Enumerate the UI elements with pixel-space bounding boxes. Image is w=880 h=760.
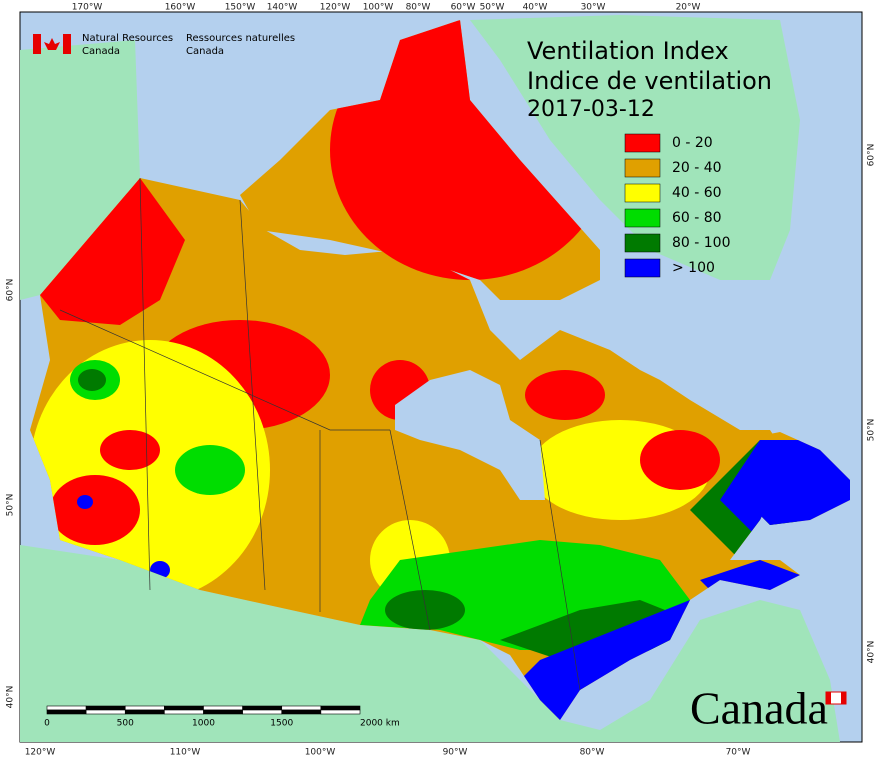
legend-label: 20 - 40 bbox=[672, 160, 722, 176]
legend-swatch bbox=[624, 158, 661, 178]
graticule-label: 30°W bbox=[581, 3, 606, 13]
graticule-label: 50°N bbox=[6, 494, 16, 517]
scale-segment bbox=[124, 705, 165, 711]
united-states bbox=[20, 545, 840, 742]
legend-swatch bbox=[624, 258, 661, 278]
department: Canada bbox=[82, 46, 120, 57]
graticule-label: 20°W bbox=[676, 3, 701, 13]
flag-bar bbox=[841, 692, 846, 704]
border bbox=[139, 177, 151, 591]
department: Canada bbox=[186, 46, 224, 57]
wordmark: Canada bbox=[690, 683, 828, 734]
scale-segment bbox=[320, 705, 361, 711]
graticule-label: 60°N bbox=[867, 144, 877, 167]
graticule-label: 150°W bbox=[225, 3, 256, 13]
graticule-label: 40°N bbox=[867, 641, 877, 664]
flag-bar bbox=[33, 34, 41, 54]
scale-label: 0 bbox=[44, 719, 50, 729]
border bbox=[239, 199, 431, 631]
zone-0-20 bbox=[640, 430, 720, 490]
graticule-label: 80°W bbox=[580, 748, 605, 758]
zone-0-20 bbox=[50, 475, 140, 545]
scale-segment bbox=[46, 705, 87, 711]
legend-swatch bbox=[624, 233, 661, 253]
flag-leaf bbox=[44, 38, 60, 50]
legend-label: 60 - 80 bbox=[672, 210, 722, 226]
legend-swatch bbox=[624, 208, 661, 228]
scale-segment bbox=[281, 705, 322, 711]
graticule-label: 120°W bbox=[320, 3, 351, 13]
graticule-label: 80°W bbox=[406, 3, 431, 13]
title: Ventilation Index bbox=[527, 37, 729, 65]
scale-label: 1000 bbox=[192, 719, 215, 729]
zone-60-80 bbox=[175, 445, 245, 495]
graticule-label: 140°W bbox=[267, 3, 298, 13]
zone-over-100 bbox=[77, 495, 93, 509]
date: 2017-03-12 bbox=[527, 97, 655, 122]
hudson-bay bbox=[395, 370, 545, 500]
scale-segment bbox=[124, 709, 165, 715]
legend-label: 0 - 20 bbox=[672, 135, 713, 151]
graticule-label: 120°W bbox=[25, 748, 56, 758]
borders bbox=[59, 177, 581, 691]
scale-segment bbox=[85, 705, 126, 711]
scale-label: 500 bbox=[117, 719, 134, 729]
scale-segment bbox=[85, 709, 126, 715]
department: Ressources naturelles bbox=[186, 33, 295, 44]
zone-0-20 bbox=[100, 430, 160, 470]
graticule-label: 110°W bbox=[170, 748, 201, 758]
flag-bar bbox=[63, 34, 71, 54]
scale-segment bbox=[203, 705, 243, 711]
graticule-label: 50°N bbox=[867, 419, 877, 442]
border bbox=[539, 439, 581, 691]
flag-bar bbox=[826, 692, 831, 704]
scale-segment bbox=[46, 709, 87, 715]
scale-segment bbox=[320, 709, 361, 715]
graticule-label: 170°W bbox=[72, 3, 103, 13]
graticule-label: 40°W bbox=[523, 3, 548, 13]
graticule-label: 90°W bbox=[443, 748, 468, 758]
department: Natural Resources bbox=[82, 33, 173, 44]
graticule-label: 100°W bbox=[305, 748, 336, 758]
zone-80-100 bbox=[385, 590, 465, 630]
legend-label: 80 - 100 bbox=[672, 235, 731, 251]
graticule-label: 40°N bbox=[6, 686, 16, 709]
title: Indice de ventilation bbox=[527, 67, 772, 95]
scale-label: 1500 bbox=[270, 719, 293, 729]
scale-segment bbox=[203, 709, 243, 715]
legend-label: > 100 bbox=[672, 260, 715, 276]
graticule-label: 60°N bbox=[6, 279, 16, 302]
graticule-label: 70°W bbox=[726, 748, 751, 758]
border bbox=[59, 309, 390, 431]
scale-segment bbox=[281, 709, 322, 715]
graticule-label: 60°W bbox=[451, 3, 476, 13]
graticule-label: 160°W bbox=[165, 3, 196, 13]
legend-label: 40 - 60 bbox=[672, 185, 722, 201]
zone-0-20 bbox=[40, 178, 185, 325]
graticule-label: 50°W bbox=[480, 3, 505, 13]
scale-segment bbox=[164, 709, 204, 715]
scale-segment bbox=[242, 709, 283, 715]
scale-label: 2000 km bbox=[360, 719, 400, 729]
zone-80-100 bbox=[78, 369, 106, 391]
legend-swatch bbox=[624, 183, 661, 203]
alaska bbox=[20, 40, 140, 300]
graticule-label: 100°W bbox=[363, 3, 394, 13]
legend-swatch bbox=[624, 133, 661, 153]
zone-0-20 bbox=[525, 370, 605, 420]
scale-segment bbox=[242, 705, 283, 711]
scale-segment bbox=[164, 705, 204, 711]
zone-over-100 bbox=[520, 600, 700, 720]
